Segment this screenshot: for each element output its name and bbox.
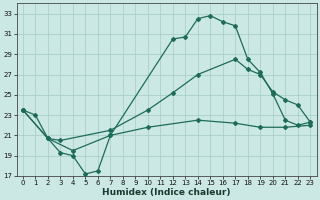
X-axis label: Humidex (Indice chaleur): Humidex (Indice chaleur) — [102, 188, 231, 197]
